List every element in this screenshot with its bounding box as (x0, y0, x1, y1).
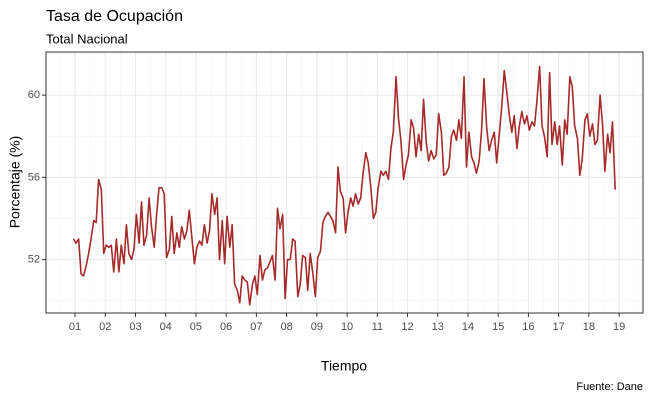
x-axis-label: Tiempo (321, 358, 367, 374)
x-tick-label: 18 (583, 321, 595, 333)
x-tick-label: 05 (190, 321, 202, 333)
x-tick-label: 16 (522, 321, 534, 333)
chart-subtitle: Total Nacional (46, 31, 128, 46)
data-line (72, 65, 616, 306)
x-tick-label: 14 (462, 321, 474, 333)
x-tick-label: 09 (311, 321, 323, 333)
caption: Fuente: Dane (576, 381, 643, 393)
y-tick-label: 52 (28, 253, 40, 265)
x-tick-label: 15 (492, 321, 504, 333)
x-tick-label: 10 (341, 321, 353, 333)
x-tick-label: 19 (613, 321, 625, 333)
x-tick-label: 08 (280, 321, 292, 333)
y-axis-label: Porcentaje (%) (7, 136, 23, 229)
y-tick-label: 56 (28, 171, 40, 183)
panel-border (45, 51, 644, 314)
y-tick-label: 60 (28, 89, 40, 101)
x-tick-label: 13 (432, 321, 444, 333)
x-tick-label: 04 (160, 321, 172, 333)
x-tick-label: 11 (372, 321, 383, 333)
x-tick-label: 07 (250, 321, 262, 333)
chart-title: Tasa de Ocupación (46, 8, 183, 25)
x-tick-label: 17 (553, 321, 565, 333)
x-tick-label: 01 (69, 321, 81, 333)
x-tick-label: 03 (129, 321, 141, 333)
x-tick-label: 02 (99, 321, 111, 333)
x-tick-label: 06 (220, 321, 232, 333)
x-tick-label: 12 (401, 321, 413, 333)
